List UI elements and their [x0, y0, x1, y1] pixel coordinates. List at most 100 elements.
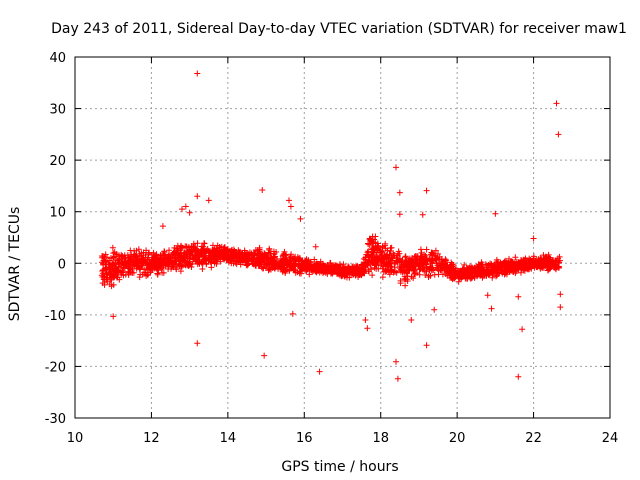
data-point: [194, 240, 201, 247]
data-point: [263, 252, 270, 259]
data-point: [201, 254, 208, 261]
data-point: [206, 257, 213, 264]
data-point: [172, 257, 179, 264]
data-point: [125, 263, 132, 270]
data-point: [394, 251, 401, 258]
data-point: [408, 273, 415, 280]
data-point: [441, 267, 448, 274]
data-point: [275, 263, 282, 270]
x-tick-label: 18: [372, 431, 389, 446]
data-point: [125, 255, 132, 262]
data-point: [445, 269, 452, 276]
data-point: [557, 291, 564, 298]
data-point: [194, 340, 201, 347]
data-point: [469, 266, 476, 273]
data-point: [241, 247, 248, 254]
data-point: [288, 251, 295, 258]
data-point: [517, 263, 524, 270]
data-point: [542, 259, 549, 266]
data-point: [135, 257, 142, 264]
y-tick-label: 0: [58, 257, 66, 272]
x-tick-label: 20: [449, 431, 466, 446]
data-point: [347, 267, 354, 274]
data-point: [191, 244, 198, 251]
data-point: [287, 203, 294, 210]
data-point: [228, 254, 235, 261]
data-point: [368, 251, 375, 258]
data-point: [169, 264, 176, 271]
data-point: [129, 262, 136, 269]
data-point: [419, 211, 426, 218]
data-point: [291, 266, 298, 273]
data-point: [397, 280, 404, 287]
data-point: [358, 271, 365, 278]
data-point: [142, 254, 149, 261]
data-point: [519, 326, 526, 333]
data-point: [509, 259, 516, 266]
data-point: [190, 240, 197, 247]
data-point: [176, 254, 183, 261]
data-point: [439, 259, 446, 266]
data-point: [488, 305, 495, 312]
data-point: [530, 255, 537, 262]
data-point: [297, 215, 304, 222]
data-point: [384, 262, 391, 269]
data-point: [266, 245, 273, 252]
data-point: [101, 281, 108, 288]
data-point: [429, 259, 436, 266]
data-point: [206, 252, 213, 259]
data-point: [205, 256, 212, 263]
data-point: [164, 259, 171, 266]
data-point: [461, 270, 468, 277]
data-point: [362, 317, 369, 324]
data-point: [420, 256, 427, 263]
data-point: [386, 271, 393, 278]
data-point: [364, 325, 371, 332]
data-point: [136, 274, 143, 281]
data-point: [458, 275, 465, 282]
data-point: [213, 260, 220, 267]
data-point: [284, 264, 291, 271]
data-point: [268, 266, 275, 273]
data-point: [351, 269, 358, 276]
data-point: [517, 259, 524, 266]
data-point: [393, 358, 399, 365]
data-point: [223, 256, 230, 263]
data-point: [367, 237, 374, 244]
data-point: [119, 253, 126, 260]
data-point: [547, 256, 554, 263]
data-point: [306, 271, 313, 278]
data-point: [289, 310, 296, 317]
data-point: [416, 271, 423, 278]
data-point: [388, 254, 395, 261]
data-point: [272, 253, 279, 260]
data-point: [394, 375, 401, 382]
data-point: [182, 262, 189, 269]
data-point: [154, 266, 161, 273]
data-point: [515, 373, 522, 380]
data-point: [99, 252, 106, 259]
data-point: [436, 253, 443, 260]
data-point: [492, 265, 499, 272]
data-point: [512, 254, 519, 261]
data-point: [361, 263, 368, 270]
data-point: [266, 259, 273, 266]
data-point: [198, 259, 205, 266]
y-tick-label: -30: [45, 412, 66, 427]
x-axis-label: GPS time / hours: [281, 459, 398, 475]
data-point: [314, 260, 321, 267]
data-point: [106, 261, 113, 268]
data-point: [374, 246, 381, 253]
data-point: [328, 263, 335, 270]
data-point: [203, 260, 210, 267]
data-point: [369, 272, 376, 279]
data-point: [261, 352, 268, 359]
data-point: [495, 264, 502, 271]
data-point: [372, 233, 379, 240]
data-point: [432, 256, 439, 263]
data-point: [111, 273, 118, 280]
data-point: [183, 251, 190, 258]
data-point: [410, 267, 417, 274]
data-point: [423, 342, 430, 349]
data-point: [201, 240, 208, 247]
